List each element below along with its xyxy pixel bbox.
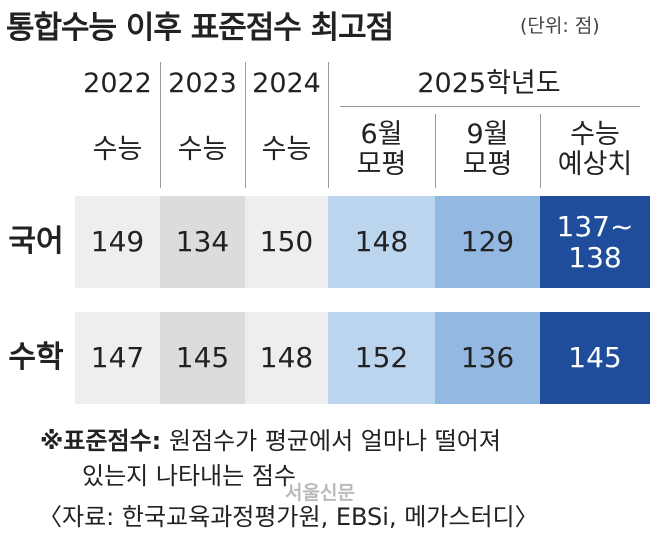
cell-text: 148 [259,341,314,375]
subheader: 수능 [160,110,245,190]
cell: 148 [328,196,435,288]
year-header: 2025학년도 [328,62,650,106]
cell-text: 137~ [556,209,634,243]
subheader-text: 예상치 [557,149,633,180]
row-label: 수학 [0,312,72,404]
subheader-text: 수능 [92,133,143,165]
year-text: 2024 [252,67,321,99]
subheader-text: 모평 [356,149,407,180]
cell-text: 150 [259,225,314,259]
year-text: 2025학년도 [417,67,561,99]
divider [328,62,329,188]
subheader: 수능 예상치 [540,110,650,190]
cell: 129 [435,196,540,288]
source: 〈자료: 한국교육과정평가원, EBSi, 메가스터디〉 [38,503,539,531]
year-header: 2024 [245,62,328,106]
cell-text: 138 [568,241,622,274]
subheader-text: 6월 [360,118,403,150]
row-label-text: 국어 [8,224,64,260]
cell-text: 136 [460,341,515,375]
watermark: 서울신문 [285,482,355,504]
cell: 145 [540,312,650,404]
cell-text: 145 [568,341,622,375]
row-label: 국어 [0,196,72,288]
subheader-text: 수능 [177,133,228,165]
divider [245,62,246,188]
cell-text: 129 [460,225,515,259]
note-term: ※표준점수: [40,427,162,455]
divider [540,114,541,188]
note-line: 원점수가 평균에서 얼마나 떨어져 [168,427,501,455]
cell: 145 [160,312,245,404]
year-text: 2023 [168,67,237,99]
cell-text: 148 [354,225,409,259]
note: ※표준점수: 원점수가 평균에서 얼마나 떨어져 있는지 나타내는 점수 [40,421,501,491]
cell: 149 [75,196,160,288]
cell-text: 147 [90,341,145,375]
cell: 147 [75,312,160,404]
subheader-text: 9월 [466,118,509,150]
cell: 148 [245,312,328,404]
cell-text: 145 [175,341,230,375]
subheader: 수능 [245,110,328,190]
cell: 150 [245,196,328,288]
unit: (단위: 점) [520,15,600,37]
year-header: 2022 [75,62,160,106]
cell-text: 149 [90,225,145,259]
divider [435,114,436,188]
subheader-text: 모평 [462,149,513,180]
subheader-text: 수능 [261,133,312,165]
cell-text: 134 [175,225,230,259]
cell: 134 [160,196,245,288]
row-label-text: 수학 [8,340,64,376]
cell-text: 152 [354,341,409,375]
divider [340,106,640,107]
cell: 152 [328,312,435,404]
subheader: 6월 모평 [328,110,435,190]
subheader: 수능 [75,110,160,190]
cell: 136 [435,312,540,404]
divider [160,62,161,188]
subheader: 9월 모평 [435,110,540,190]
year-text: 2022 [83,67,152,99]
subheader-text: 수능 [570,118,620,150]
cell: 137~ 138 [540,196,650,288]
title: 통합수능 이후 표준점수 최고점 [6,10,394,46]
note-line: 있는지 나타내는 점수 [82,462,296,490]
year-header: 2023 [160,62,245,106]
